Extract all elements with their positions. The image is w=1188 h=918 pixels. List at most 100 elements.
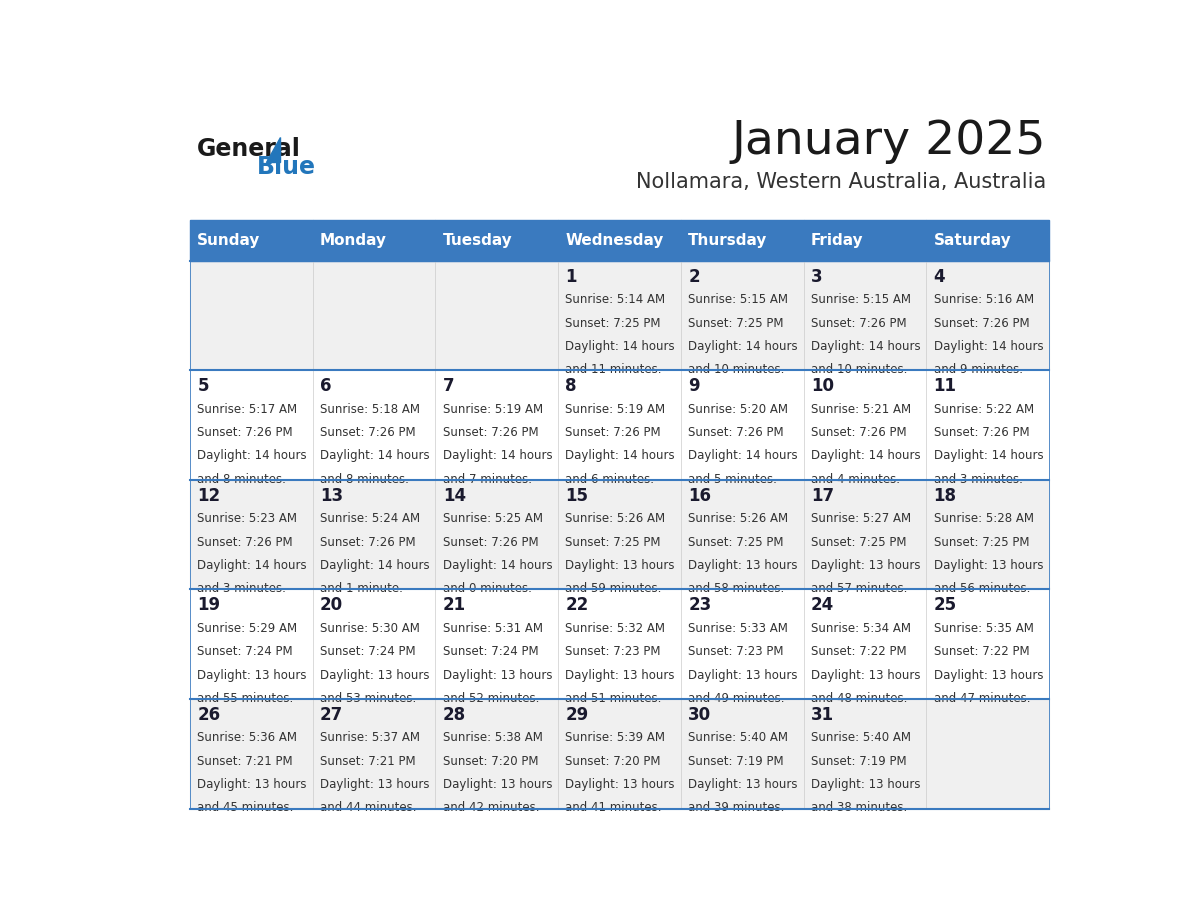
- Bar: [190, 699, 1049, 809]
- Bar: [435, 219, 558, 261]
- Text: 11: 11: [934, 377, 956, 396]
- Text: Sunset: 7:26 PM: Sunset: 7:26 PM: [197, 426, 293, 439]
- Text: and 3 minutes.: and 3 minutes.: [197, 582, 286, 596]
- Text: and 10 minutes.: and 10 minutes.: [688, 364, 784, 376]
- Text: Sunrise: 5:15 AM: Sunrise: 5:15 AM: [811, 293, 911, 307]
- Text: Sunset: 7:24 PM: Sunset: 7:24 PM: [197, 645, 293, 658]
- Text: and 8 minutes.: and 8 minutes.: [320, 473, 409, 486]
- Text: 4: 4: [934, 268, 946, 285]
- Text: 26: 26: [197, 706, 221, 724]
- Polygon shape: [266, 137, 280, 162]
- Text: 14: 14: [443, 487, 466, 505]
- Text: 31: 31: [811, 706, 834, 724]
- Text: 7: 7: [443, 377, 454, 396]
- Text: Sunrise: 5:28 AM: Sunrise: 5:28 AM: [934, 512, 1034, 525]
- Text: and 7 minutes.: and 7 minutes.: [443, 473, 532, 486]
- Text: Sunset: 7:26 PM: Sunset: 7:26 PM: [320, 426, 416, 439]
- Text: Sunset: 7:24 PM: Sunset: 7:24 PM: [443, 645, 538, 658]
- Text: Sunset: 7:19 PM: Sunset: 7:19 PM: [688, 755, 784, 767]
- Text: and 39 minutes.: and 39 minutes.: [688, 801, 784, 814]
- Text: and 58 minutes.: and 58 minutes.: [688, 582, 784, 596]
- Text: Wednesday: Wednesday: [565, 233, 664, 248]
- Text: Sunset: 7:26 PM: Sunset: 7:26 PM: [197, 536, 293, 549]
- Text: Daylight: 13 hours: Daylight: 13 hours: [934, 559, 1043, 572]
- Text: Daylight: 13 hours: Daylight: 13 hours: [320, 668, 430, 681]
- Text: Monday: Monday: [320, 233, 387, 248]
- Text: Daylight: 14 hours: Daylight: 14 hours: [197, 559, 307, 572]
- Text: Sunset: 7:25 PM: Sunset: 7:25 PM: [688, 317, 784, 330]
- Text: Sunset: 7:23 PM: Sunset: 7:23 PM: [565, 645, 661, 658]
- Text: 20: 20: [320, 597, 343, 614]
- Text: Daylight: 14 hours: Daylight: 14 hours: [565, 340, 675, 353]
- Text: 13: 13: [320, 487, 343, 505]
- Text: Daylight: 14 hours: Daylight: 14 hours: [934, 450, 1043, 463]
- Text: Sunrise: 5:32 AM: Sunrise: 5:32 AM: [565, 621, 665, 635]
- Text: and 41 minutes.: and 41 minutes.: [565, 801, 662, 814]
- Text: 16: 16: [688, 487, 712, 505]
- Text: Daylight: 13 hours: Daylight: 13 hours: [197, 668, 307, 681]
- Text: Daylight: 13 hours: Daylight: 13 hours: [320, 778, 430, 791]
- Text: Sunset: 7:22 PM: Sunset: 7:22 PM: [934, 645, 1029, 658]
- Text: Sunrise: 5:23 AM: Sunrise: 5:23 AM: [197, 512, 297, 525]
- Text: 23: 23: [688, 597, 712, 614]
- Text: Sunset: 7:26 PM: Sunset: 7:26 PM: [688, 426, 784, 439]
- Text: 28: 28: [443, 706, 466, 724]
- Text: Sunrise: 5:20 AM: Sunrise: 5:20 AM: [688, 403, 788, 416]
- Text: Sunrise: 5:25 AM: Sunrise: 5:25 AM: [443, 512, 543, 525]
- Text: 19: 19: [197, 597, 221, 614]
- Text: Sunrise: 5:22 AM: Sunrise: 5:22 AM: [934, 403, 1034, 416]
- Text: Sunrise: 5:26 AM: Sunrise: 5:26 AM: [565, 512, 665, 525]
- Text: Sunset: 7:21 PM: Sunset: 7:21 PM: [320, 755, 416, 767]
- Text: Sunset: 7:26 PM: Sunset: 7:26 PM: [565, 426, 661, 439]
- Text: Daylight: 14 hours: Daylight: 14 hours: [443, 559, 552, 572]
- Text: Sunrise: 5:15 AM: Sunrise: 5:15 AM: [688, 293, 788, 307]
- Text: Sunset: 7:25 PM: Sunset: 7:25 PM: [565, 536, 661, 549]
- Bar: [190, 480, 1049, 589]
- Text: Daylight: 13 hours: Daylight: 13 hours: [934, 668, 1043, 681]
- Text: and 8 minutes.: and 8 minutes.: [197, 473, 286, 486]
- Text: and 42 minutes.: and 42 minutes.: [443, 801, 539, 814]
- Bar: [558, 219, 681, 261]
- Text: Daylight: 13 hours: Daylight: 13 hours: [197, 778, 307, 791]
- Text: Daylight: 13 hours: Daylight: 13 hours: [811, 668, 921, 681]
- Text: and 1 minute.: and 1 minute.: [320, 582, 403, 596]
- Text: Daylight: 13 hours: Daylight: 13 hours: [565, 559, 675, 572]
- Text: Daylight: 13 hours: Daylight: 13 hours: [565, 668, 675, 681]
- Text: Sunset: 7:26 PM: Sunset: 7:26 PM: [811, 426, 906, 439]
- Text: Sunrise: 5:35 AM: Sunrise: 5:35 AM: [934, 621, 1034, 635]
- Text: Daylight: 14 hours: Daylight: 14 hours: [934, 340, 1043, 353]
- Text: and 9 minutes.: and 9 minutes.: [934, 364, 1023, 376]
- Text: Sunrise: 5:17 AM: Sunrise: 5:17 AM: [197, 403, 297, 416]
- Text: Daylight: 14 hours: Daylight: 14 hours: [688, 340, 798, 353]
- Text: and 48 minutes.: and 48 minutes.: [811, 692, 908, 705]
- Text: Saturday: Saturday: [934, 233, 1011, 248]
- Text: 10: 10: [811, 377, 834, 396]
- Text: Daylight: 13 hours: Daylight: 13 hours: [443, 778, 552, 791]
- Text: Daylight: 14 hours: Daylight: 14 hours: [688, 450, 798, 463]
- Text: 9: 9: [688, 377, 700, 396]
- Text: Sunset: 7:22 PM: Sunset: 7:22 PM: [811, 645, 906, 658]
- Text: 6: 6: [320, 377, 331, 396]
- Text: Daylight: 13 hours: Daylight: 13 hours: [688, 668, 797, 681]
- Text: and 55 minutes.: and 55 minutes.: [197, 692, 293, 705]
- Text: and 59 minutes.: and 59 minutes.: [565, 582, 662, 596]
- Text: and 49 minutes.: and 49 minutes.: [688, 692, 784, 705]
- Text: Daylight: 13 hours: Daylight: 13 hours: [443, 668, 552, 681]
- Text: 18: 18: [934, 487, 956, 505]
- Text: 3: 3: [811, 268, 822, 285]
- Text: 22: 22: [565, 597, 589, 614]
- Text: Sunrise: 5:14 AM: Sunrise: 5:14 AM: [565, 293, 665, 307]
- Text: and 0 minutes.: and 0 minutes.: [443, 582, 531, 596]
- Bar: [190, 261, 1049, 370]
- Text: and 47 minutes.: and 47 minutes.: [934, 692, 1030, 705]
- Text: 30: 30: [688, 706, 712, 724]
- Text: Sunrise: 5:34 AM: Sunrise: 5:34 AM: [811, 621, 911, 635]
- Text: 15: 15: [565, 487, 588, 505]
- Text: and 10 minutes.: and 10 minutes.: [811, 364, 908, 376]
- Text: Daylight: 13 hours: Daylight: 13 hours: [688, 778, 797, 791]
- Text: January 2025: January 2025: [732, 119, 1047, 164]
- Text: 5: 5: [197, 377, 209, 396]
- Text: Sunset: 7:20 PM: Sunset: 7:20 PM: [443, 755, 538, 767]
- Text: Sunset: 7:26 PM: Sunset: 7:26 PM: [443, 536, 538, 549]
- Text: Sunset: 7:26 PM: Sunset: 7:26 PM: [934, 426, 1029, 439]
